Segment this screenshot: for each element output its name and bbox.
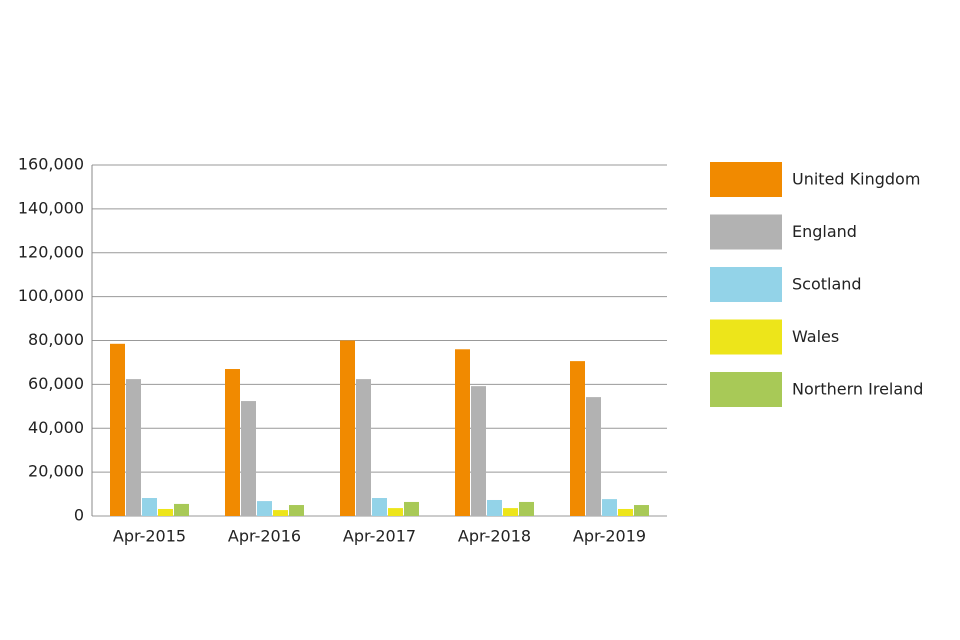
x-tick-label: Apr-2018 xyxy=(458,527,531,546)
bar xyxy=(586,397,601,516)
bar xyxy=(455,349,470,516)
bar xyxy=(519,501,534,516)
bar xyxy=(225,369,240,516)
legend-swatch xyxy=(710,372,782,407)
bar xyxy=(142,498,157,516)
x-tick-label: Apr-2017 xyxy=(343,527,416,546)
bar xyxy=(126,379,141,516)
y-tick-label: 140,000 xyxy=(18,198,84,217)
bar xyxy=(404,501,419,516)
bar xyxy=(503,508,518,516)
bar xyxy=(388,508,403,516)
y-tick-label: 40,000 xyxy=(28,418,84,437)
y-tick-label: 0 xyxy=(74,506,84,525)
y-tick-label: 80,000 xyxy=(28,330,84,349)
bar xyxy=(570,361,585,516)
legend-swatch xyxy=(710,267,782,302)
bar xyxy=(634,505,649,516)
legend-swatch xyxy=(710,214,782,250)
x-tick-label: Apr-2015 xyxy=(113,527,186,546)
bar xyxy=(471,386,486,516)
y-tick-label: 60,000 xyxy=(28,374,84,393)
bar xyxy=(174,503,189,516)
bar xyxy=(241,401,256,516)
y-tick-label: 120,000 xyxy=(18,242,84,261)
bar xyxy=(257,501,272,516)
legend-swatch xyxy=(710,319,782,355)
bar xyxy=(618,508,633,516)
bar xyxy=(289,505,304,516)
bar xyxy=(487,499,502,516)
legend-label: Scotland xyxy=(792,275,862,294)
y-tick-label: 100,000 xyxy=(18,286,84,305)
legend-label: England xyxy=(792,222,857,241)
bar xyxy=(340,340,355,516)
x-tick-label: Apr-2016 xyxy=(228,527,301,546)
bar xyxy=(356,379,371,516)
y-tick-label: 20,000 xyxy=(28,462,84,481)
bar xyxy=(110,343,125,516)
legend-label: Wales xyxy=(792,327,839,346)
bar xyxy=(158,508,173,516)
bar xyxy=(602,499,617,516)
legend-swatch xyxy=(710,162,782,197)
x-tick-label: Apr-2019 xyxy=(573,527,646,546)
bar xyxy=(372,498,387,516)
bar xyxy=(273,510,288,516)
legend-label: Northern Ireland xyxy=(792,380,923,399)
y-tick-label: 160,000 xyxy=(18,155,84,174)
legend-label: United Kingdom xyxy=(792,170,920,189)
